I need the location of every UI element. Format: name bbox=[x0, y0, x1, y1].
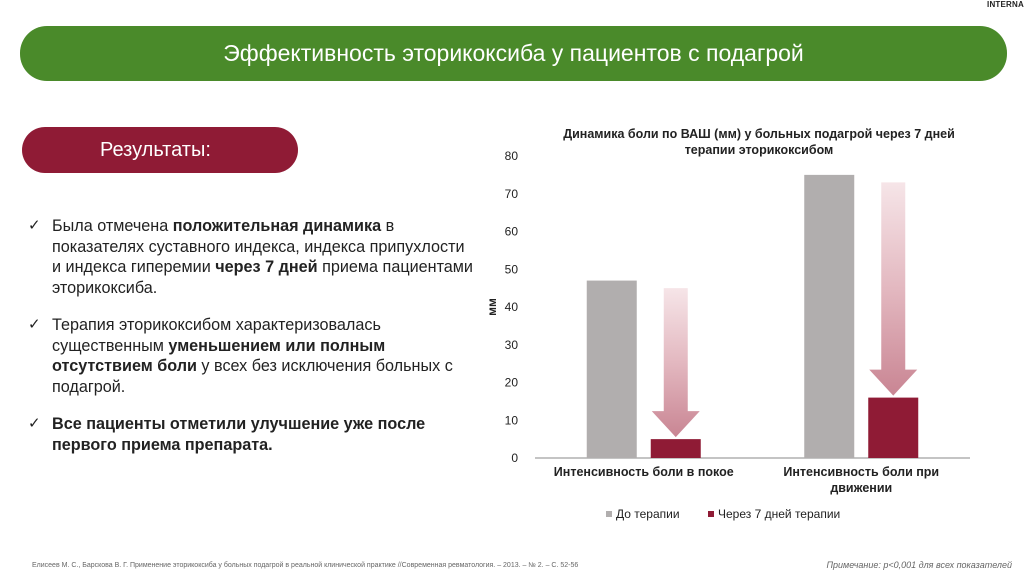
y-tick-label: 0 bbox=[511, 451, 518, 465]
chart-title: Динамика боли по ВАШ (мм) у больных пода… bbox=[563, 127, 955, 157]
pain-dynamics-chart: 0 10 20 30 40 50 60 70 80 мм Интенсивность боли в … bbox=[485, 149, 970, 521]
bar bbox=[586, 280, 637, 458]
finding-fragment: Терапия эторикоксибом характеризовалась … bbox=[52, 316, 381, 355]
y-tick-label: 20 bbox=[505, 376, 519, 390]
y-tick-label: 40 bbox=[505, 300, 519, 314]
y-tick-label: 70 bbox=[505, 187, 519, 201]
significance-note: Примечание: p<0,001 для всех показателей bbox=[826, 560, 1012, 570]
finding-fragment: у всех без исключения больных с подагрой… bbox=[52, 357, 453, 396]
y-tick-label: 80 bbox=[505, 149, 519, 163]
finding-item: ✓ Терапия эторикоксибом характеризовалась… bbox=[28, 315, 478, 397]
y-tick-label: 50 bbox=[505, 262, 519, 276]
findings-list: ✓ Была отмечена положительная динамика в … bbox=[28, 216, 478, 472]
finding-fragment: приема пациентами эторикоксиба. bbox=[52, 258, 473, 297]
finding-item: ✓ Была отмечена положительная динамика в … bbox=[28, 216, 478, 298]
bar bbox=[804, 174, 855, 458]
y-axis-label: мм bbox=[485, 298, 499, 316]
bar bbox=[650, 439, 701, 458]
legend-swatch bbox=[606, 511, 612, 517]
finding-fragment: Была отмечена bbox=[52, 217, 173, 235]
check-icon: ✓ bbox=[28, 415, 41, 432]
check-icon: ✓ bbox=[28, 316, 41, 333]
legend-label: Через 7 дней терапии bbox=[718, 507, 840, 521]
legend-label: До терапии bbox=[616, 507, 680, 521]
results-label: Результаты: bbox=[100, 138, 211, 161]
y-tick-label: 60 bbox=[505, 225, 519, 239]
finding-emphasis: через 7 дней bbox=[215, 258, 318, 276]
page-title: Эффективность эторикоксиба у пациентов с… bbox=[223, 40, 804, 66]
finding-emphasis: положительная динамика bbox=[172, 217, 382, 235]
decrease-arrow bbox=[869, 182, 918, 396]
check-icon: ✓ bbox=[28, 217, 41, 234]
corner-tag: INTERNA bbox=[987, 0, 1024, 9]
y-tick-label: 30 bbox=[505, 338, 519, 352]
finding-fragment: в показателях суставного индекса, индекс… bbox=[52, 217, 465, 276]
x-category-label: Интенсивность боли при движении bbox=[783, 465, 939, 495]
legend-swatch bbox=[708, 511, 714, 517]
bar bbox=[868, 397, 919, 458]
citation: Елисеев М. С., Барскова В. Г. Применение… bbox=[32, 562, 579, 569]
finding-text: Все пациенты отметили улучшение уже посл… bbox=[52, 414, 478, 455]
finding-text: Была отмечена положительная динамика в п… bbox=[52, 216, 478, 298]
finding-emphasis: уменьшением или полным отсутствием боли bbox=[52, 336, 386, 376]
finding-emphasis: Все пациенты отметили улучшение уже посл… bbox=[52, 415, 426, 454]
finding-text: Терапия эторикоксибом характеризовалась … bbox=[52, 315, 478, 397]
decrease-arrow bbox=[651, 288, 700, 438]
finding-item: ✓ Все пациенты отметили улучшение уже пос… bbox=[28, 414, 478, 455]
y-tick-label: 10 bbox=[505, 413, 519, 427]
title-banner: Эффективность эторикоксиба у пациентов с… bbox=[20, 26, 1007, 81]
results-badge: Результаты: bbox=[22, 127, 298, 173]
x-category-label: Интенсивность боли в покое bbox=[554, 465, 734, 479]
